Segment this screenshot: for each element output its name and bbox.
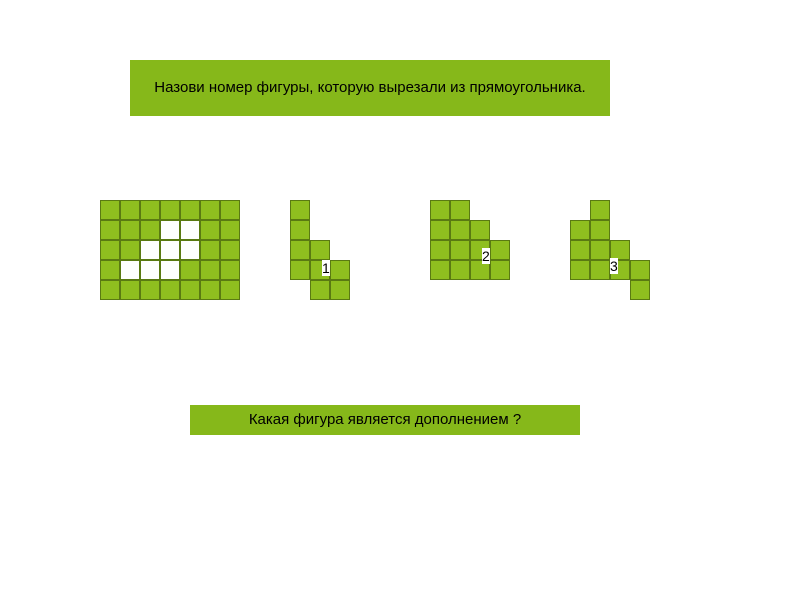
grid-cell [450,240,470,260]
grid-cell [590,240,610,260]
grid-cell [470,220,490,240]
grid-cell [100,200,120,220]
grid-cell [140,280,160,300]
grid-cell [490,200,510,220]
grid-cell [450,260,470,280]
figure-label-3: 3 [610,258,618,274]
grid-cell [630,200,650,220]
grid-cell [450,200,470,220]
grid-cell [330,200,350,220]
question-banner: Какая фигура является дополнением ? [190,405,580,435]
grid-cell [180,220,200,240]
grid-cell [180,280,200,300]
grid-cell [590,260,610,280]
grid-cell [610,200,630,220]
option-figure-1[interactable] [290,200,350,300]
grid-cell [570,280,590,300]
grid-cell [140,260,160,280]
instruction-text: Назови номер фигуры, которую вырезали из… [154,78,585,98]
grid-cell [160,260,180,280]
grid-cell [120,260,140,280]
grid-cell [290,220,310,240]
grid-cell [100,220,120,240]
grid-cell [430,200,450,220]
grid-cell [100,240,120,260]
grid-cell [470,200,490,220]
grid-cell [310,240,330,260]
grid-cell [140,220,160,240]
grid-cell [630,240,650,260]
grid-cell [290,240,310,260]
grid-cell [430,220,450,240]
grid-cell [490,260,510,280]
grid-cell [290,260,310,280]
grid-cell [200,220,220,240]
grid-cell [200,280,220,300]
grid-cell [220,260,240,280]
grid-cell [330,280,350,300]
figure-label-1: 1 [322,260,330,276]
grid-cell [570,200,590,220]
option-figure-3[interactable] [570,200,650,300]
grid-cell [330,240,350,260]
grid-cell [290,280,310,300]
grid-cell [120,240,140,260]
grid-cell [180,240,200,260]
grid-cell [160,280,180,300]
grid-cell [310,220,330,240]
grid-cell [330,220,350,240]
grid-cell [570,260,590,280]
grid-cell [160,200,180,220]
grid-cell [630,260,650,280]
grid-cell [630,220,650,240]
grid-cell [140,200,160,220]
grid-cell [290,200,310,220]
main-rectangle-figure [100,200,240,300]
grid-cell [220,280,240,300]
grid-cell [570,220,590,240]
figure-label-2: 2 [482,248,490,264]
grid-cell [160,240,180,260]
grid-cell [140,240,160,260]
grid-cell [330,260,350,280]
question-text: Какая фигура является дополнением ? [249,410,521,430]
grid-cell [120,280,140,300]
grid-cell [610,220,630,240]
grid-cell [610,240,630,260]
grid-cell [630,280,650,300]
grid-cell [590,220,610,240]
grid-cell [310,200,330,220]
grid-cell [120,200,140,220]
grid-cell [590,280,610,300]
grid-cell [100,260,120,280]
grid-cell [200,240,220,260]
grid-cell [610,280,630,300]
grid-cell [160,220,180,240]
grid-cell [220,200,240,220]
grid-cell [220,240,240,260]
grid-cell [120,220,140,240]
grid-cell [570,240,590,260]
instruction-banner: Назови номер фигуры, которую вырезали из… [130,60,610,116]
grid-cell [310,280,330,300]
grid-cell [100,280,120,300]
grid-cell [220,220,240,240]
grid-cell [430,240,450,260]
grid-cell [200,200,220,220]
grid-cell [180,200,200,220]
grid-cell [450,220,470,240]
grid-cell [430,260,450,280]
grid-cell [490,240,510,260]
grid-cell [180,260,200,280]
grid-cell [590,200,610,220]
option-figure-2[interactable] [430,200,510,280]
grid-cell [490,220,510,240]
grid-cell [200,260,220,280]
